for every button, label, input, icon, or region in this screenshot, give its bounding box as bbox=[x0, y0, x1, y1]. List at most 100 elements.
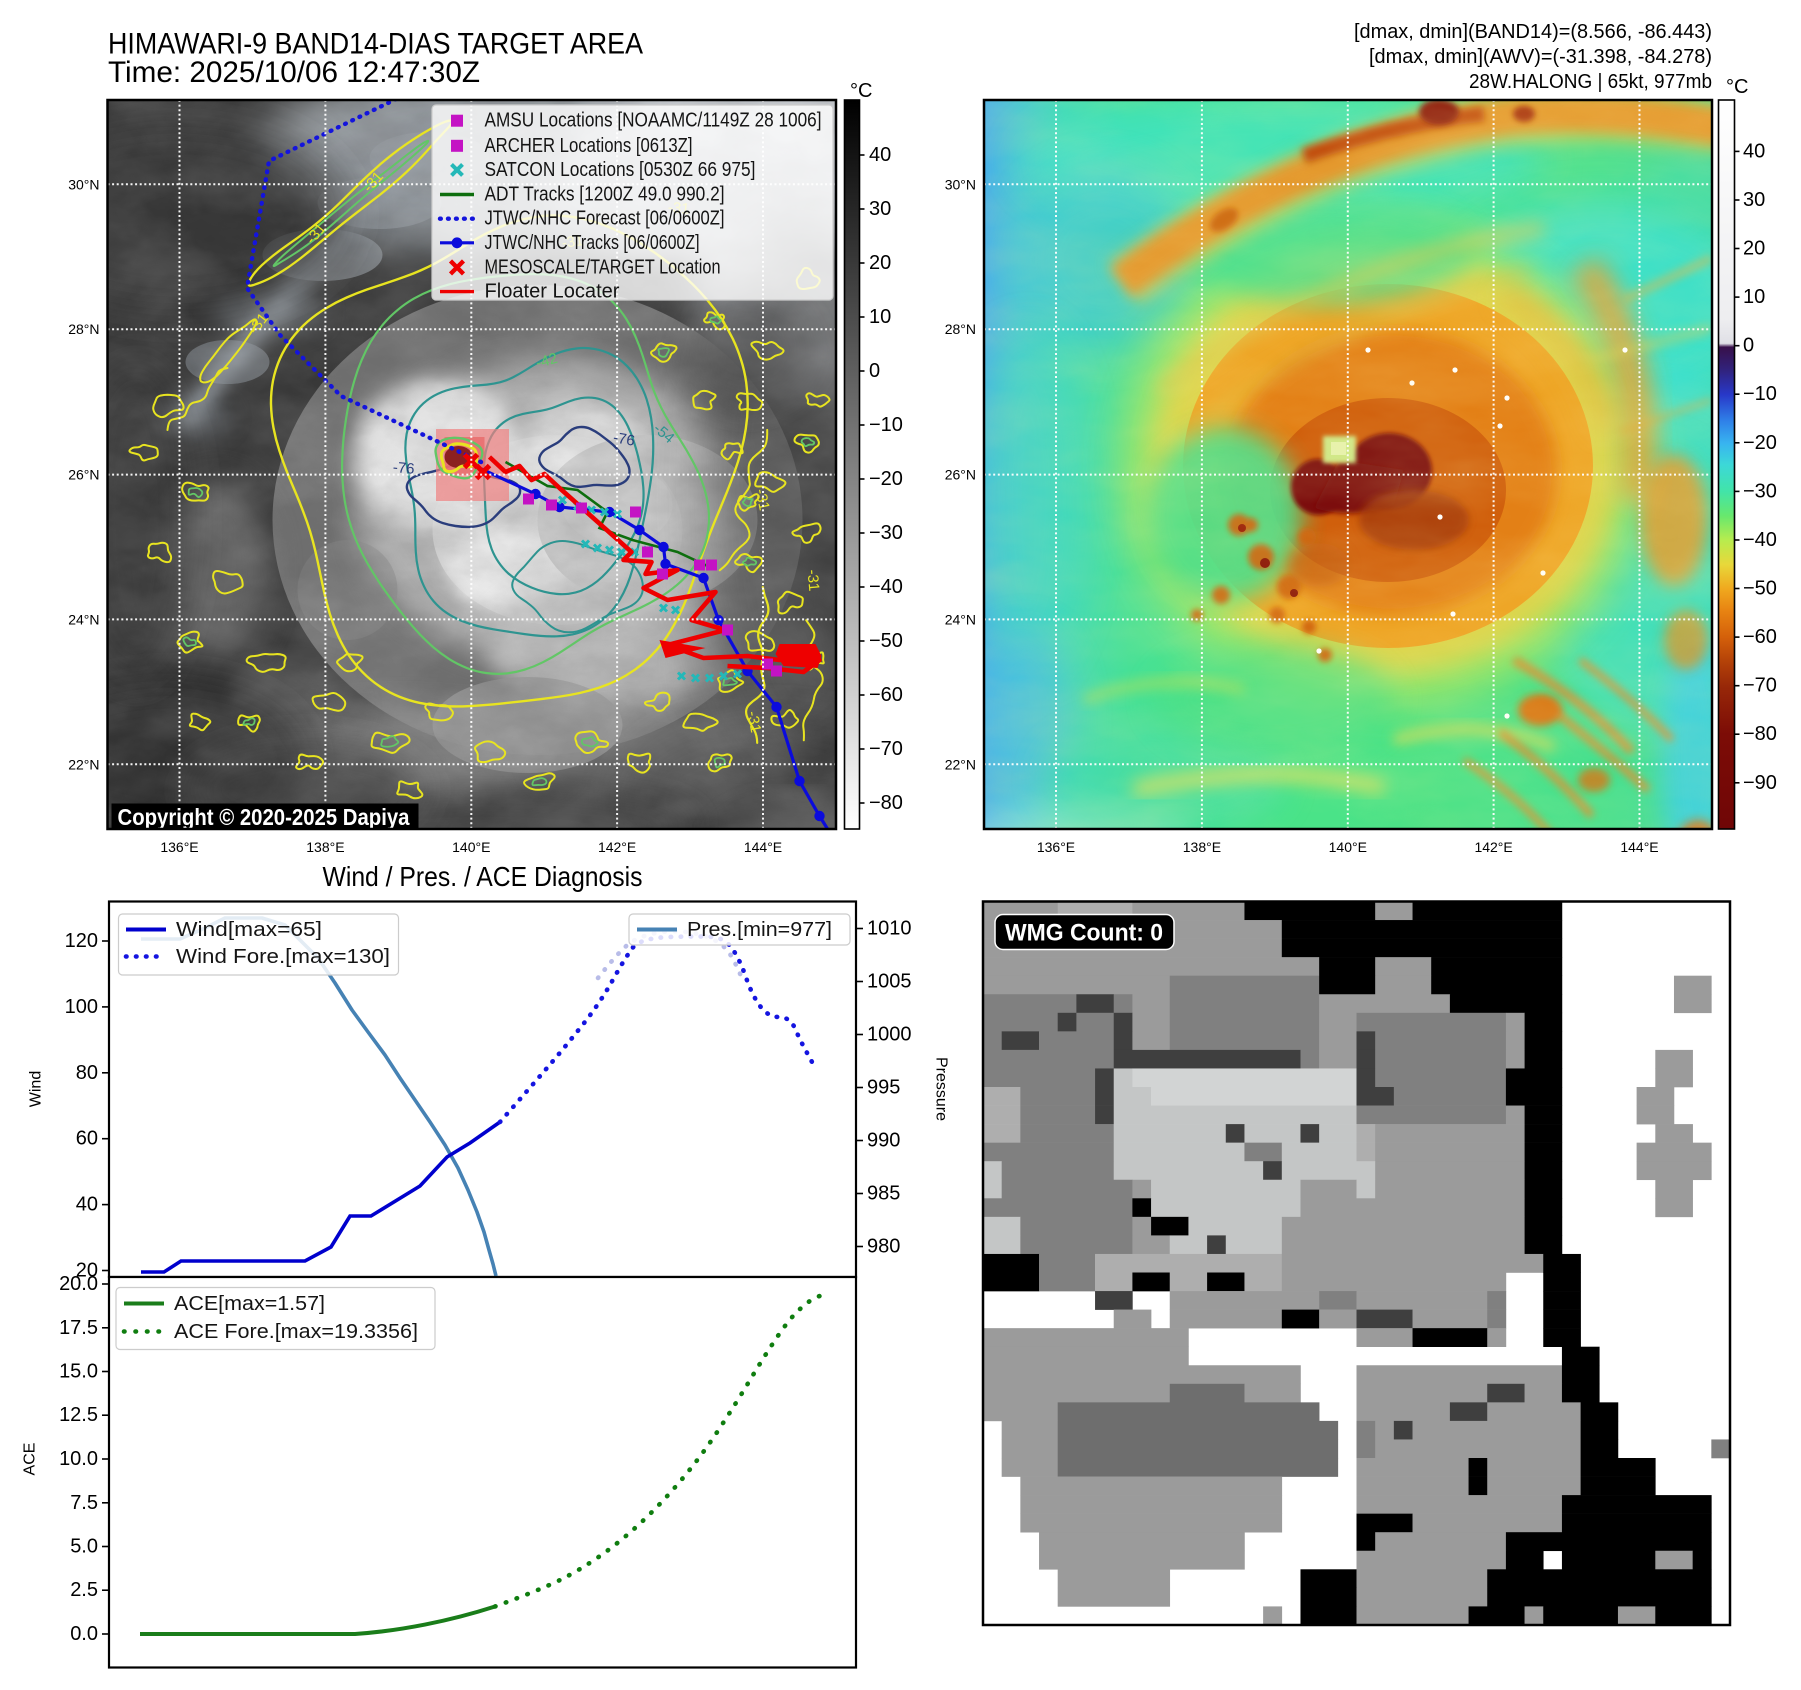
svg-text:120: 120 bbox=[65, 930, 98, 952]
svg-text:Wind: Wind bbox=[28, 1071, 45, 1107]
svg-text:136°E: 136°E bbox=[160, 839, 198, 855]
svg-text:20.0: 20.0 bbox=[59, 1273, 98, 1295]
svg-text:SATCON Locations [0530Z 66 975: SATCON Locations [0530Z 66 975] bbox=[485, 159, 756, 181]
svg-text:−40: −40 bbox=[1743, 529, 1777, 551]
svg-text:°C: °C bbox=[1726, 76, 1748, 98]
svg-text:[dmax, dmin](BAND14)=(8.566, -: [dmax, dmin](BAND14)=(8.566, -86.443) bbox=[1354, 21, 1712, 43]
svg-text:10: 10 bbox=[1743, 286, 1765, 308]
svg-text:28°N: 28°N bbox=[68, 321, 99, 337]
svg-text:144°E: 144°E bbox=[1620, 839, 1658, 855]
svg-text:15.0: 15.0 bbox=[59, 1361, 98, 1383]
svg-text:28W.HALONG | 65kt, 977mb: 28W.HALONG | 65kt, 977mb bbox=[1469, 71, 1712, 93]
svg-text:24°N: 24°N bbox=[68, 611, 99, 627]
svg-text:0.0: 0.0 bbox=[70, 1623, 98, 1645]
svg-text:30°N: 30°N bbox=[945, 176, 976, 192]
svg-text:28°N: 28°N bbox=[945, 321, 976, 337]
svg-text:5.0: 5.0 bbox=[70, 1536, 98, 1558]
svg-text:60: 60 bbox=[76, 1128, 98, 1150]
svg-text:30: 30 bbox=[869, 198, 891, 220]
svg-text:−50: −50 bbox=[869, 630, 903, 652]
svg-text:−60: −60 bbox=[1743, 626, 1777, 648]
svg-text:[dmax, dmin](AWV)=(-31.398, -8: [dmax, dmin](AWV)=(-31.398, -84.278) bbox=[1369, 46, 1712, 68]
svg-text:30: 30 bbox=[1743, 189, 1765, 211]
svg-text:24°N: 24°N bbox=[945, 611, 976, 627]
svg-text:1005: 1005 bbox=[867, 971, 912, 993]
svg-text:140°E: 140°E bbox=[452, 839, 490, 855]
svg-text:985: 985 bbox=[867, 1183, 900, 1205]
svg-text:20: 20 bbox=[1743, 238, 1765, 260]
svg-text:MESOSCALE/TARGET Location: MESOSCALE/TARGET Location bbox=[485, 256, 721, 278]
svg-text:26°N: 26°N bbox=[68, 467, 99, 483]
svg-text:0: 0 bbox=[869, 360, 880, 382]
svg-text:12.5: 12.5 bbox=[59, 1404, 98, 1426]
svg-text:JTWC/NHC Forecast [06/0600Z]: JTWC/NHC Forecast [06/0600Z] bbox=[485, 208, 725, 230]
svg-text:995: 995 bbox=[867, 1077, 900, 1099]
svg-text:-42: -42 bbox=[534, 350, 559, 372]
svg-text:10: 10 bbox=[869, 306, 891, 328]
svg-text:20: 20 bbox=[76, 1260, 98, 1282]
svg-text:−30: −30 bbox=[1743, 480, 1777, 502]
svg-text:40: 40 bbox=[869, 144, 891, 166]
svg-text:JTWC/NHC Tracks [06/0600Z]: JTWC/NHC Tracks [06/0600Z] bbox=[485, 232, 700, 254]
svg-text:142°E: 142°E bbox=[598, 839, 636, 855]
svg-text:22°N: 22°N bbox=[68, 756, 99, 772]
svg-text:WMG Count: 0: WMG Count: 0 bbox=[1005, 920, 1163, 947]
svg-text:-31: -31 bbox=[752, 487, 773, 512]
svg-text:144°E: 144°E bbox=[744, 839, 782, 855]
svg-text:−80: −80 bbox=[869, 792, 903, 814]
svg-text:100: 100 bbox=[65, 996, 98, 1018]
svg-text:ADT Tracks [1200Z 49.0 990.2]: ADT Tracks [1200Z 49.0 990.2] bbox=[485, 184, 725, 206]
svg-text:2.5: 2.5 bbox=[70, 1579, 98, 1601]
svg-text:HIMAWARI-9 BAND14-DIAS TARGET: HIMAWARI-9 BAND14-DIAS TARGET AREA bbox=[108, 28, 643, 61]
svg-text:136°E: 136°E bbox=[1037, 839, 1075, 855]
svg-text:17.5: 17.5 bbox=[59, 1317, 98, 1339]
svg-text:Pressure: Pressure bbox=[933, 1057, 950, 1121]
svg-text:40: 40 bbox=[76, 1194, 98, 1216]
svg-text:138°E: 138°E bbox=[306, 839, 344, 855]
svg-text:22°N: 22°N bbox=[945, 756, 976, 772]
svg-text:-31: -31 bbox=[744, 710, 765, 734]
svg-text:20: 20 bbox=[869, 252, 891, 274]
svg-text:-76: -76 bbox=[392, 459, 415, 478]
svg-text:−10: −10 bbox=[869, 414, 903, 436]
svg-text:−20: −20 bbox=[1743, 432, 1777, 454]
svg-text:40: 40 bbox=[1743, 140, 1765, 162]
svg-text:ARCHER Locations [0613Z]: ARCHER Locations [0613Z] bbox=[485, 135, 693, 157]
svg-text:1000: 1000 bbox=[867, 1024, 912, 1046]
svg-text:142°E: 142°E bbox=[1474, 839, 1512, 855]
svg-text:990: 990 bbox=[867, 1130, 900, 1152]
svg-text:Copyright © 2020-2025 Dapiya: Copyright © 2020-2025 Dapiya bbox=[118, 804, 410, 830]
svg-text:7.5: 7.5 bbox=[70, 1492, 98, 1514]
svg-text:140°E: 140°E bbox=[1329, 839, 1367, 855]
svg-text:−30: −30 bbox=[869, 522, 903, 544]
svg-text:10.0: 10.0 bbox=[59, 1448, 98, 1470]
svg-text:Wind / Pres. / ACE Diagnosis: Wind / Pres. / ACE Diagnosis bbox=[323, 861, 643, 892]
svg-text:Wind[max=65]: Wind[max=65] bbox=[176, 919, 322, 941]
svg-text:Time: 2025/10/06 12:47:30Z: Time: 2025/10/06 12:47:30Z bbox=[108, 56, 480, 89]
svg-text:138°E: 138°E bbox=[1183, 839, 1221, 855]
svg-text:30°N: 30°N bbox=[68, 176, 99, 192]
svg-text:Pres.[min=977]: Pres.[min=977] bbox=[687, 919, 832, 941]
svg-text:ACE: ACE bbox=[22, 1443, 39, 1476]
svg-text:−60: −60 bbox=[869, 684, 903, 706]
svg-text:ACE[max=1.57]: ACE[max=1.57] bbox=[174, 1293, 325, 1315]
svg-text:−50: −50 bbox=[1743, 578, 1777, 600]
svg-text:-76: -76 bbox=[612, 429, 636, 450]
svg-text:80: 80 bbox=[76, 1062, 98, 1084]
svg-text:−70: −70 bbox=[869, 738, 903, 760]
svg-text:−80: −80 bbox=[1743, 723, 1777, 745]
svg-text:−20: −20 bbox=[869, 468, 903, 490]
svg-text:AMSU Locations [NOAAMC/1149Z 2: AMSU Locations [NOAAMC/1149Z 28 1006] bbox=[485, 110, 822, 132]
svg-text:26°N: 26°N bbox=[945, 467, 976, 483]
svg-text:0: 0 bbox=[1743, 335, 1754, 357]
svg-text:Wind Fore.[max=130]: Wind Fore.[max=130] bbox=[176, 946, 390, 968]
svg-text:−90: −90 bbox=[1743, 772, 1777, 794]
svg-text:−70: −70 bbox=[1743, 675, 1777, 697]
svg-text:−40: −40 bbox=[869, 576, 903, 598]
svg-text:ACE Fore.[max=19.3356]: ACE Fore.[max=19.3356] bbox=[174, 1321, 418, 1343]
svg-text:-31: -31 bbox=[804, 569, 823, 592]
svg-text:980: 980 bbox=[867, 1236, 900, 1258]
svg-text:1010: 1010 bbox=[867, 918, 912, 940]
svg-text:°C: °C bbox=[850, 80, 872, 102]
svg-text:−10: −10 bbox=[1743, 383, 1777, 405]
